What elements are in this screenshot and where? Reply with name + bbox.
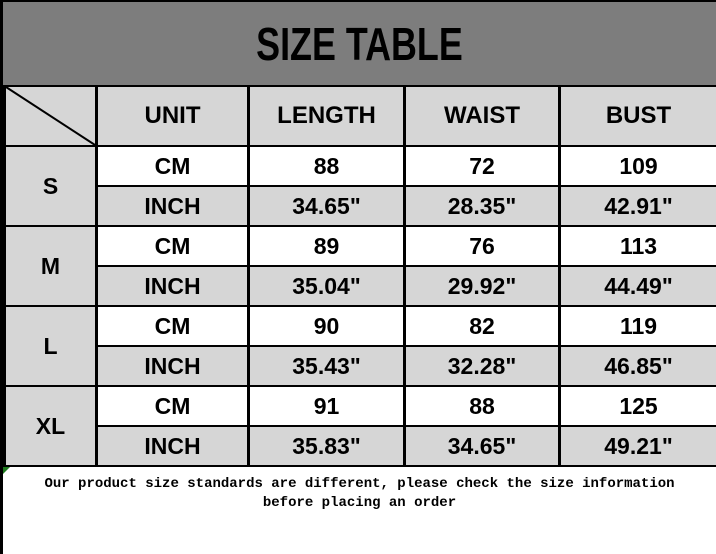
l-inch-waist: 32.28" — [403, 345, 561, 387]
unit-cell-cm: CM — [95, 385, 250, 427]
footer-note-line1: Our product size standards are different… — [44, 476, 675, 492]
size-label-m: M — [3, 225, 98, 307]
unit-cell-inch: INCH — [95, 425, 250, 467]
size-label-l: L — [3, 305, 98, 387]
footer-note-line2: before placing an order — [262, 495, 457, 511]
column-header-bust: BUST — [558, 85, 716, 147]
s-inch-length: 34.65" — [247, 185, 406, 227]
diagonal-line-icon — [6, 87, 95, 145]
m-cm-length: 89 — [247, 225, 406, 267]
s-cm-length: 88 — [247, 145, 406, 187]
size-table: UNIT LENGTH WAIST BUST S CM 88 72 109 IN… — [3, 85, 716, 467]
l-cm-bust: 119 — [558, 305, 716, 347]
table-row: INCH 35.83" 34.65" 49.21" — [5, 425, 716, 467]
m-inch-waist: 29.92" — [403, 265, 561, 307]
s-inch-bust: 42.91" — [558, 185, 716, 227]
xl-inch-length: 35.83" — [247, 425, 406, 467]
unit-cell-inch: INCH — [95, 185, 250, 227]
page-title: SIZE TABLE — [256, 17, 463, 70]
table-row: M CM 89 76 113 — [3, 225, 716, 307]
unit-cell-inch: INCH — [95, 345, 250, 387]
table-row: S CM 88 72 109 — [3, 145, 716, 227]
s-cm-bust: 109 — [558, 145, 716, 187]
column-header-waist: WAIST — [403, 85, 561, 147]
table-row: INCH 34.65" 28.35" 42.91" — [5, 185, 716, 227]
column-header-length: LENGTH — [247, 85, 406, 147]
s-cm-waist: 72 — [403, 145, 561, 187]
table-row: L CM 90 82 119 — [3, 305, 716, 387]
xl-cm-length: 91 — [247, 385, 406, 427]
m-cm-bust: 113 — [558, 225, 716, 267]
footer-note: Our product size standards are different… — [3, 467, 716, 513]
table-header-row: UNIT LENGTH WAIST BUST — [3, 85, 716, 147]
l-cm-waist: 82 — [403, 305, 561, 347]
xl-cm-bust: 125 — [558, 385, 716, 427]
xl-inch-waist: 34.65" — [403, 425, 561, 467]
m-inch-bust: 44.49" — [558, 265, 716, 307]
size-label-xl: XL — [3, 385, 98, 467]
title-bar: SIZE TABLE — [3, 2, 716, 85]
green-corner-marker-icon — [3, 467, 10, 474]
unit-cell-cm: CM — [95, 225, 250, 267]
size-label-s: S — [3, 145, 98, 227]
column-header-unit: UNIT — [95, 85, 250, 147]
m-inch-length: 35.04" — [247, 265, 406, 307]
s-inch-waist: 28.35" — [403, 185, 561, 227]
l-inch-length: 35.43" — [247, 345, 406, 387]
table-row: XL CM 91 88 125 — [3, 385, 716, 467]
l-cm-length: 90 — [247, 305, 406, 347]
table-row: INCH 35.04" 29.92" 44.49" — [5, 265, 716, 307]
xl-inch-bust: 49.21" — [558, 425, 716, 467]
corner-cell — [3, 85, 98, 147]
l-inch-bust: 46.85" — [558, 345, 716, 387]
xl-cm-waist: 88 — [403, 385, 561, 427]
unit-cell-cm: CM — [95, 145, 250, 187]
m-cm-waist: 76 — [403, 225, 561, 267]
unit-cell-inch: INCH — [95, 265, 250, 307]
unit-cell-cm: CM — [95, 305, 250, 347]
table-row: INCH 35.43" 32.28" 46.85" — [5, 345, 716, 387]
